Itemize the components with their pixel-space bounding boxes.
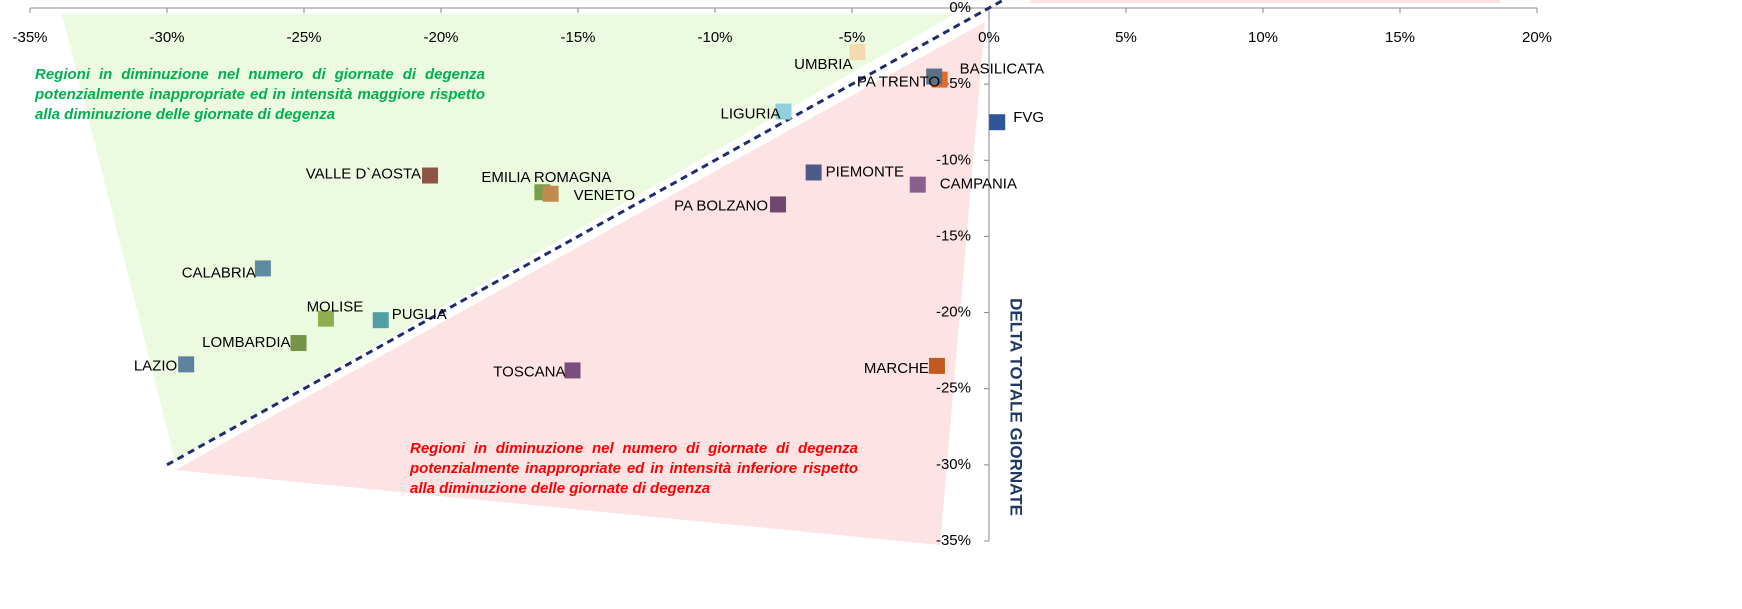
point-label: VALLE D`AOSTA xyxy=(306,165,421,182)
y-tick-label: -15% xyxy=(936,227,971,244)
point xyxy=(542,185,559,202)
point-label: FVG xyxy=(1013,109,1044,126)
x-tick-label: -35% xyxy=(12,29,47,46)
x-tick-label: 5% xyxy=(1115,29,1137,46)
point xyxy=(564,362,581,379)
x-tick-label: -5% xyxy=(839,29,866,46)
annotation-red: Regioni in diminuzione nel numero di gio… xyxy=(410,440,858,497)
x-tick-label: 20% xyxy=(1522,29,1552,46)
point xyxy=(989,114,1006,131)
point-label: CALABRIA xyxy=(182,264,256,281)
point-label: EMILIA ROMAGNA xyxy=(481,169,611,186)
reference-line xyxy=(166,0,1007,467)
point xyxy=(422,167,439,184)
red-region xyxy=(175,22,985,545)
point xyxy=(926,68,943,85)
green-region xyxy=(62,14,955,460)
point xyxy=(849,44,866,61)
y-tick-label: -10% xyxy=(936,151,971,168)
x-tick-label: -20% xyxy=(423,29,458,46)
point xyxy=(254,260,271,277)
point xyxy=(290,335,307,352)
x-tick-label: 15% xyxy=(1385,29,1415,46)
point-label: LIGURIA xyxy=(720,106,780,123)
x-tick-label: -10% xyxy=(697,29,732,46)
point-label: BASILICATA xyxy=(960,61,1044,78)
x-title-band xyxy=(1030,0,1500,3)
point-label: UMBRIA xyxy=(794,56,852,73)
point xyxy=(928,357,945,374)
point xyxy=(372,312,389,329)
point xyxy=(805,164,822,181)
y-tick-label: 0% xyxy=(949,0,971,16)
point-label: PA BOLZANO xyxy=(674,197,768,214)
y-axis-title: DELTA TOTALE GIORNATE xyxy=(1007,298,1026,516)
x-tick-label: -25% xyxy=(286,29,321,46)
point xyxy=(317,310,334,327)
x-tick-label: -30% xyxy=(149,29,184,46)
point-label: CAMPANIA xyxy=(940,176,1017,193)
point-label: PIEMONTE xyxy=(826,163,904,180)
point-label: VENETO xyxy=(574,187,635,204)
point-label: LOMBARDIA xyxy=(202,334,290,351)
point-label: PA TRENTO xyxy=(857,73,940,90)
point xyxy=(775,103,792,120)
point-label: PUGLIA xyxy=(392,306,447,323)
point xyxy=(178,356,195,373)
point-label: LAZIO xyxy=(134,357,177,374)
point-label: MARCHE xyxy=(864,360,929,377)
point xyxy=(770,196,787,213)
y-tick-label: -5% xyxy=(944,75,971,92)
y-tick-label: -30% xyxy=(936,456,971,473)
point xyxy=(909,176,926,193)
y-tick-label: -35% xyxy=(936,532,971,549)
y-tick-label: -25% xyxy=(936,380,971,397)
x-tick-label: 10% xyxy=(1248,29,1278,46)
annotation-green: Regioni in diminuzione nel numero di gio… xyxy=(35,66,485,123)
y-tick-label: -20% xyxy=(936,304,971,321)
x-tick-label: -15% xyxy=(560,29,595,46)
point-label: MOLISE xyxy=(307,299,364,316)
point-label: TOSCANA xyxy=(493,363,565,380)
x-tick-label: 0% xyxy=(978,29,1000,46)
